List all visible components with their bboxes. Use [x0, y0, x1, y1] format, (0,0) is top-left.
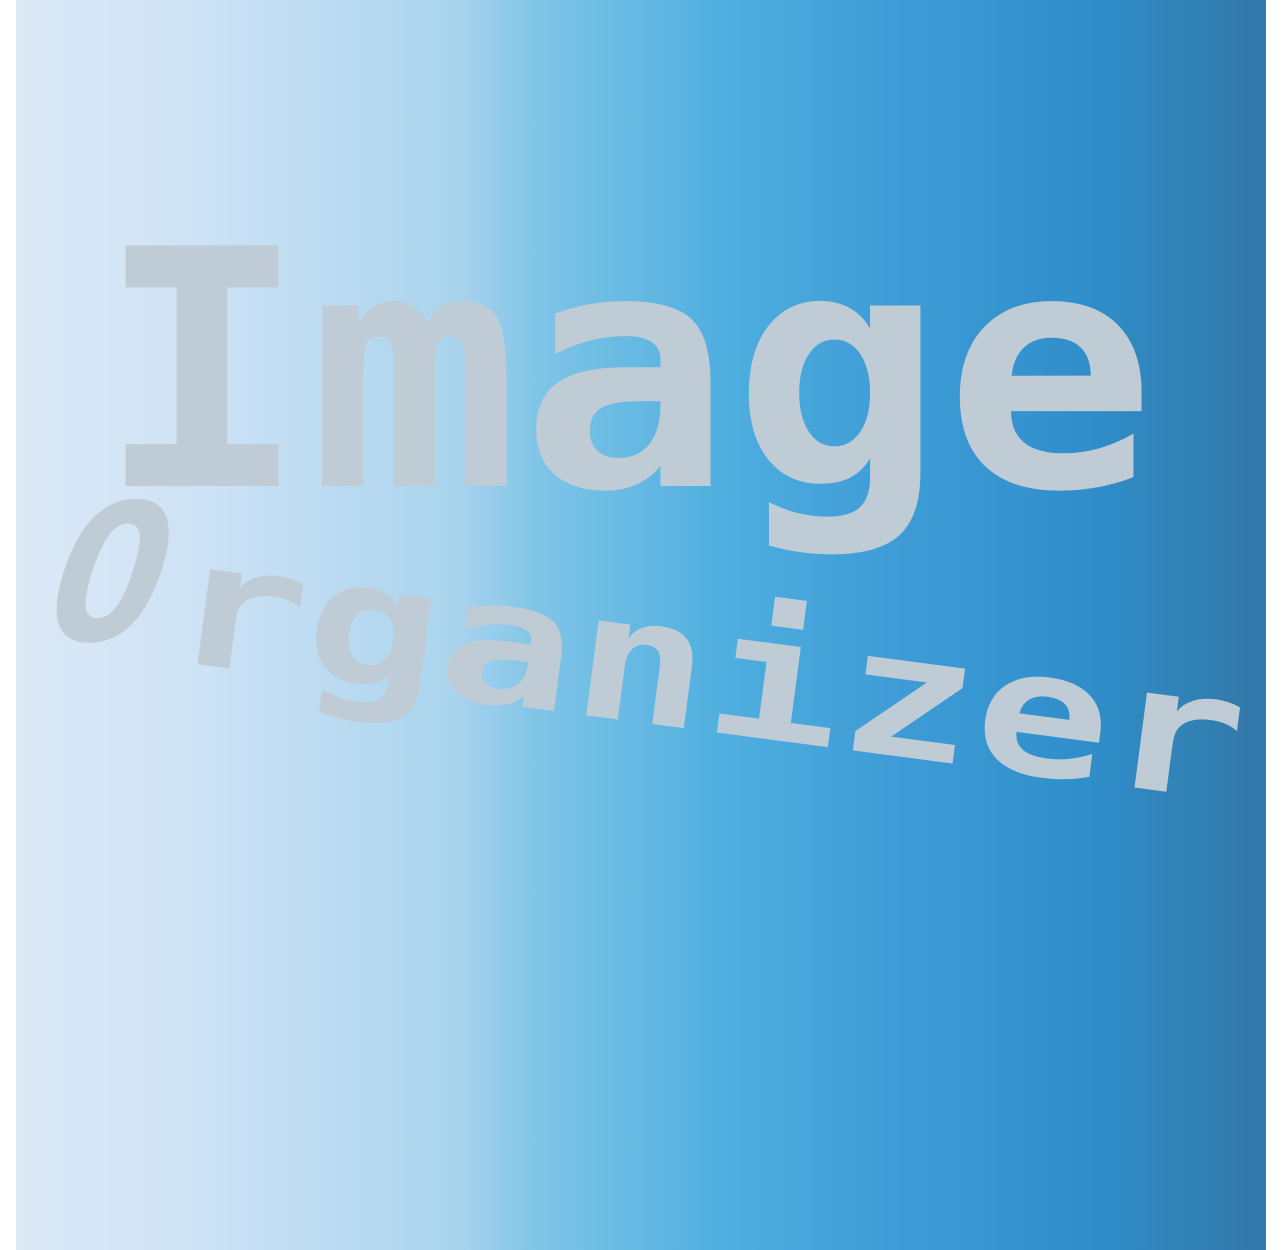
logo-word-image: Image — [96, 180, 1156, 564]
logo-graphic: Image O rganizer — [18, 180, 1257, 843]
logo-canvas: Image O rganizer — [16, 0, 1266, 1250]
